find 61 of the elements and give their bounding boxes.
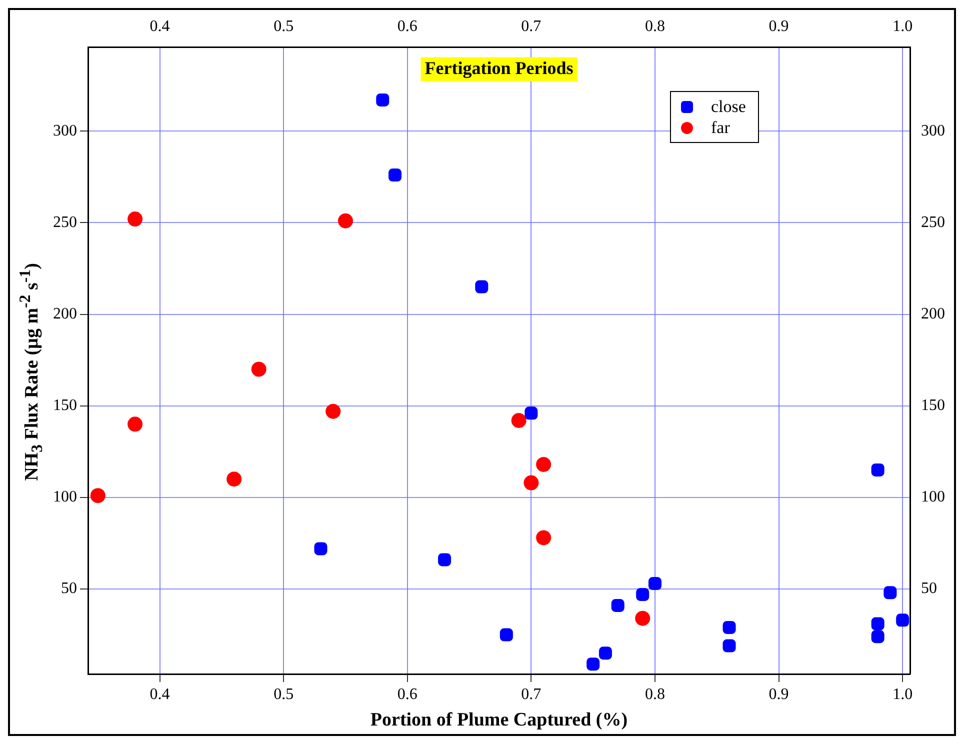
x2-tick-label: 1.0 xyxy=(892,18,913,35)
legend-label: close xyxy=(711,96,746,118)
point xyxy=(636,588,650,602)
point xyxy=(90,488,106,504)
x2-tick-label: 0.9 xyxy=(768,18,789,35)
point xyxy=(438,553,452,566)
point xyxy=(326,404,341,419)
point xyxy=(500,628,513,642)
x-tick-label: 0.7 xyxy=(521,686,542,703)
y2-tick-label: 200 xyxy=(921,305,945,322)
y2-tick-label: 100 xyxy=(921,488,945,506)
y2-tick-label: 150 xyxy=(921,397,945,414)
point xyxy=(635,610,650,626)
point xyxy=(871,617,884,630)
y-tick-label: 150 xyxy=(53,397,77,414)
point xyxy=(524,475,539,490)
y2-tick-label: 50 xyxy=(921,580,937,598)
point xyxy=(598,646,612,660)
point xyxy=(376,93,390,106)
x-tick-label: 0.4 xyxy=(150,686,170,703)
point xyxy=(226,472,242,487)
point xyxy=(648,577,662,590)
y2-tick-label: 300 xyxy=(921,122,945,140)
x2-tick-label: 0.5 xyxy=(274,18,294,35)
legend-label: far xyxy=(711,117,730,138)
x-tick-label: 1.0 xyxy=(892,686,913,703)
x2-tick-label: 0.8 xyxy=(644,18,665,35)
y-tick-label: 100 xyxy=(53,488,77,506)
x-tick-label: 0.6 xyxy=(397,686,418,703)
y-tick-label: 50 xyxy=(61,580,77,598)
annotation: Fertigation Periods xyxy=(424,58,574,78)
point xyxy=(536,456,552,472)
point xyxy=(128,416,143,432)
point xyxy=(586,658,600,671)
point xyxy=(388,168,402,182)
point xyxy=(896,614,910,627)
x2-tick-label: 0.6 xyxy=(397,18,418,35)
point xyxy=(536,530,552,546)
x-tick-label: 0.8 xyxy=(644,686,665,703)
point xyxy=(611,598,624,612)
point xyxy=(128,212,143,227)
x-tick-label: 0.5 xyxy=(274,686,294,703)
x-tick-label: 0.9 xyxy=(768,686,789,703)
point xyxy=(871,463,884,476)
y-tick-label: 300 xyxy=(53,122,77,140)
point xyxy=(871,630,884,644)
point xyxy=(722,620,736,634)
point xyxy=(722,639,736,652)
y-tick-label: 200 xyxy=(53,305,77,322)
point xyxy=(314,542,328,556)
x-axis-title: Portion of Plume Captured (%) xyxy=(370,710,628,731)
point xyxy=(338,213,353,228)
y-tick-label: 250 xyxy=(53,214,77,231)
point xyxy=(511,412,526,428)
point xyxy=(251,362,266,377)
point xyxy=(884,586,897,600)
point xyxy=(524,406,538,420)
point xyxy=(475,280,488,294)
x2-tick-label: 0.7 xyxy=(521,18,542,35)
x2-tick-label: 0.4 xyxy=(150,18,170,35)
y2-tick-label: 250 xyxy=(921,214,945,231)
